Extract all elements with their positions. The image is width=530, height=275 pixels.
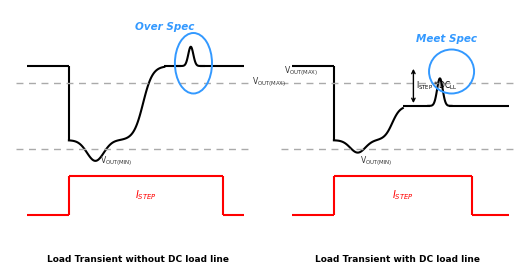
Text: Load Transient with DC load line: Load Transient with DC load line: [315, 255, 480, 264]
Text: Over Spec: Over Spec: [135, 22, 194, 32]
Text: $\mathregular{I_{STEP}*DC_{LL}}$: $\mathregular{I_{STEP}*DC_{LL}}$: [416, 80, 458, 92]
Text: $\mathregular{V_{OUT(MIN)}}$: $\mathregular{V_{OUT(MIN)}}$: [360, 154, 393, 168]
Text: $\mathregular{V_{OUT(MAX)}}$: $\mathregular{V_{OUT(MAX)}}$: [284, 65, 318, 78]
Text: $\mathregular{I_{STEP}}$: $\mathregular{I_{STEP}}$: [392, 188, 414, 202]
Text: Load Transient without DC load line: Load Transient without DC load line: [47, 255, 229, 264]
Text: $\mathregular{V_{OUT(MIN)}}$: $\mathregular{V_{OUT(MIN)}}$: [100, 154, 133, 168]
Text: $\mathregular{I_{STEP}}$: $\mathregular{I_{STEP}}$: [135, 188, 157, 202]
Text: Meet Spec: Meet Spec: [416, 34, 477, 44]
Text: $\mathregular{V_{OUT(MAX)}}$: $\mathregular{V_{OUT(MAX)}}$: [252, 76, 286, 89]
